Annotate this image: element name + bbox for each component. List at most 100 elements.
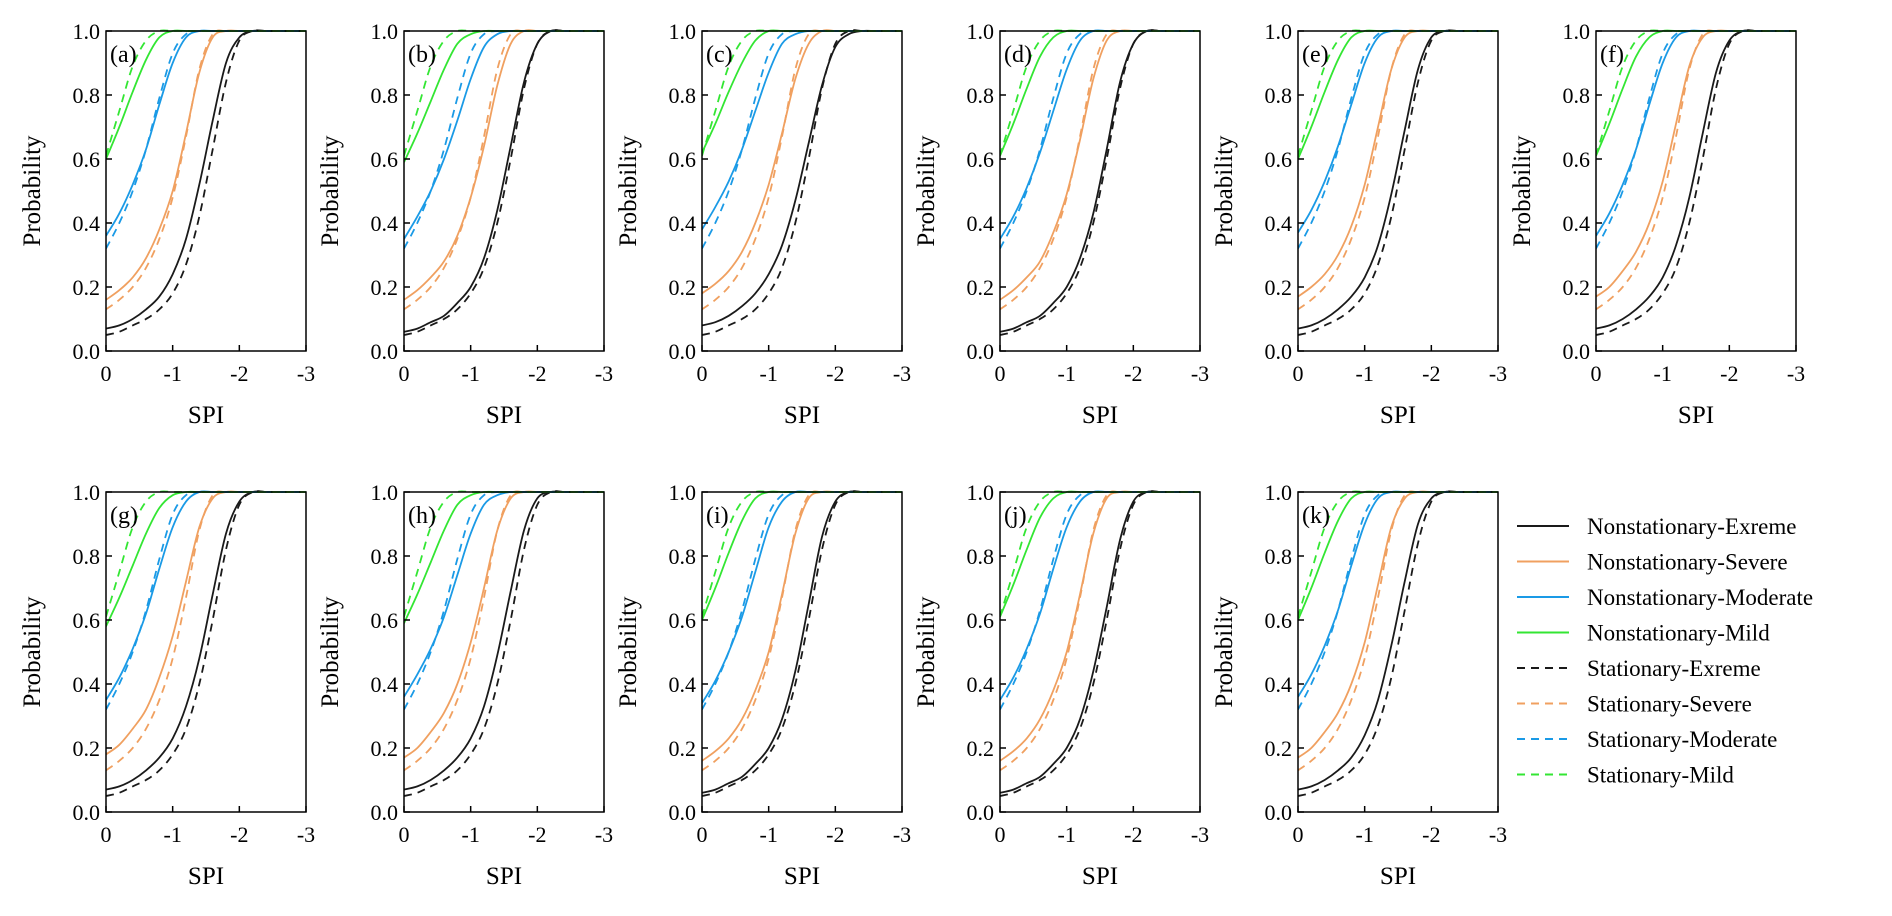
x-tick-label: 0: [399, 822, 410, 847]
curves: [404, 490, 604, 797]
x-tick-label: -2: [1720, 361, 1738, 386]
series-line-nonstationary-severe: [404, 29, 604, 301]
series-line-stationary-severe: [1596, 29, 1796, 311]
y-tick-label: 0.6: [371, 147, 399, 172]
x-tick-label: -2: [528, 822, 546, 847]
y-tick-label: 0.2: [73, 736, 101, 761]
series-line-nonstationary-severe: [106, 29, 306, 301]
y-axis-title: Probability: [317, 596, 344, 708]
x-axis-title: SPI: [784, 402, 820, 429]
panel-label: (j): [1004, 503, 1027, 529]
panel-label: (b): [408, 42, 436, 68]
series-line-stationary-moderate: [106, 490, 306, 711]
y-tick-label: 0.2: [967, 736, 995, 761]
curves: [106, 29, 306, 336]
plot-frame: [999, 30, 1201, 352]
y-tick-label: 0.0: [73, 800, 101, 825]
x-tick-label: -1: [164, 822, 182, 847]
plot-frame: [1595, 30, 1797, 352]
x-tick-label: 0: [697, 822, 708, 847]
x-tick-label: -1: [1058, 822, 1076, 847]
curves: [106, 490, 306, 797]
y-tick-label: 0.0: [669, 800, 697, 825]
x-tick-label: 0: [1293, 822, 1304, 847]
y-tick-label: 1.0: [371, 480, 399, 505]
y-tick-label: 0.8: [967, 83, 995, 108]
x-tick-label: -2: [826, 361, 844, 386]
plot-frame: [1297, 491, 1499, 813]
x-axis-title: SPI: [1082, 402, 1118, 429]
y-tick-label: 0.6: [1265, 608, 1293, 633]
series-line-stationary-moderate: [1000, 29, 1200, 250]
x-axis-title: SPI: [188, 402, 224, 429]
y-tick-label: 1.0: [669, 19, 697, 44]
series-line-stationary-severe: [404, 29, 604, 311]
y-tick-label: 0.0: [967, 800, 995, 825]
y-tick-label: 0.0: [371, 339, 399, 364]
x-tick-label: -1: [760, 361, 778, 386]
series-line-nonstationary-severe: [1000, 29, 1200, 301]
panel-label: (g): [110, 503, 138, 529]
y-tick-label: 1.0: [967, 480, 995, 505]
x-tick-label: -3: [297, 822, 315, 847]
plot-frame: [701, 30, 903, 352]
curves: [1298, 29, 1498, 336]
x-tick-label: -3: [1489, 822, 1507, 847]
plot-frame: [403, 491, 605, 813]
x-tick-label: -1: [462, 822, 480, 847]
x-tick-label: -3: [1191, 361, 1209, 386]
y-tick-label: 0.2: [371, 275, 399, 300]
x-tick-label: -2: [826, 822, 844, 847]
legend-entry: Nonstationary-Exreme: [1587, 514, 1796, 539]
y-tick-label: 1.0: [73, 19, 101, 44]
y-tick-label: 0.8: [73, 83, 101, 108]
x-tick-label: 0: [995, 361, 1006, 386]
series-line-nonstationary-moderate: [702, 490, 902, 704]
x-tick-label: -1: [1356, 361, 1374, 386]
series-line-stationary-severe: [1000, 29, 1200, 311]
y-tick-label: 0.4: [669, 211, 697, 236]
y-tick-label: 1.0: [371, 19, 399, 44]
plot-frame: [105, 30, 307, 352]
panel-c: 0.0 0.2 0.4 0.6 0.8 1.0 0 -1 -2 -3 SPI Probability (…: [615, 19, 911, 429]
series-line-stationary-severe: [404, 490, 604, 772]
y-axis-title: Probability: [19, 135, 46, 247]
x-axis-title: SPI: [188, 863, 224, 890]
series-line-nonstationary-exreme: [702, 29, 902, 327]
series-line-stationary-moderate: [702, 490, 902, 711]
series-line-nonstationary-moderate: [1000, 490, 1200, 701]
y-tick-label: 0.8: [1265, 544, 1293, 569]
x-tick-label: 0: [101, 822, 112, 847]
y-tick-label: 0.4: [669, 672, 697, 697]
series-line-stationary-severe: [702, 490, 902, 772]
y-axis-title: Probability: [19, 596, 46, 708]
panel-k: 0.0 0.2 0.4 0.6 0.8 1.0 0 -1 -2 -3 SPI Probability (…: [1211, 480, 1507, 890]
panel-label: (i): [706, 503, 729, 529]
y-tick-label: 1.0: [1563, 19, 1591, 44]
series-line-stationary-severe: [1298, 490, 1498, 772]
plot-frame: [403, 30, 605, 352]
y-tick-label: 0.8: [371, 83, 399, 108]
panel-label: (a): [110, 42, 137, 68]
y-tick-label: 0.8: [669, 544, 697, 569]
y-tick-label: 0.8: [1265, 83, 1293, 108]
series-line-stationary-moderate: [1298, 29, 1498, 250]
y-tick-label: 0.6: [669, 147, 697, 172]
plot-frame: [999, 491, 1201, 813]
y-tick-label: 1.0: [967, 19, 995, 44]
y-tick-label: 0.2: [73, 275, 101, 300]
y-axis-title: Probability: [1509, 135, 1536, 247]
curves: [1000, 490, 1200, 797]
y-tick-label: 0.4: [1265, 672, 1293, 697]
panel-a: 0.0 0.2 0.4 0.6 0.8 1.0 0 -1 -2 -3 SPI Probability (…: [19, 19, 315, 429]
y-tick-label: 0.6: [967, 147, 995, 172]
panel-label: (e): [1302, 42, 1329, 68]
y-tick-label: 1.0: [669, 480, 697, 505]
x-axis-title: SPI: [486, 863, 522, 890]
series-line-nonstationary-severe: [702, 29, 902, 295]
x-tick-label: -2: [1124, 361, 1142, 386]
curves: [1298, 490, 1498, 797]
panel-label: (h): [408, 503, 436, 529]
x-tick-label: 0: [1293, 361, 1304, 386]
